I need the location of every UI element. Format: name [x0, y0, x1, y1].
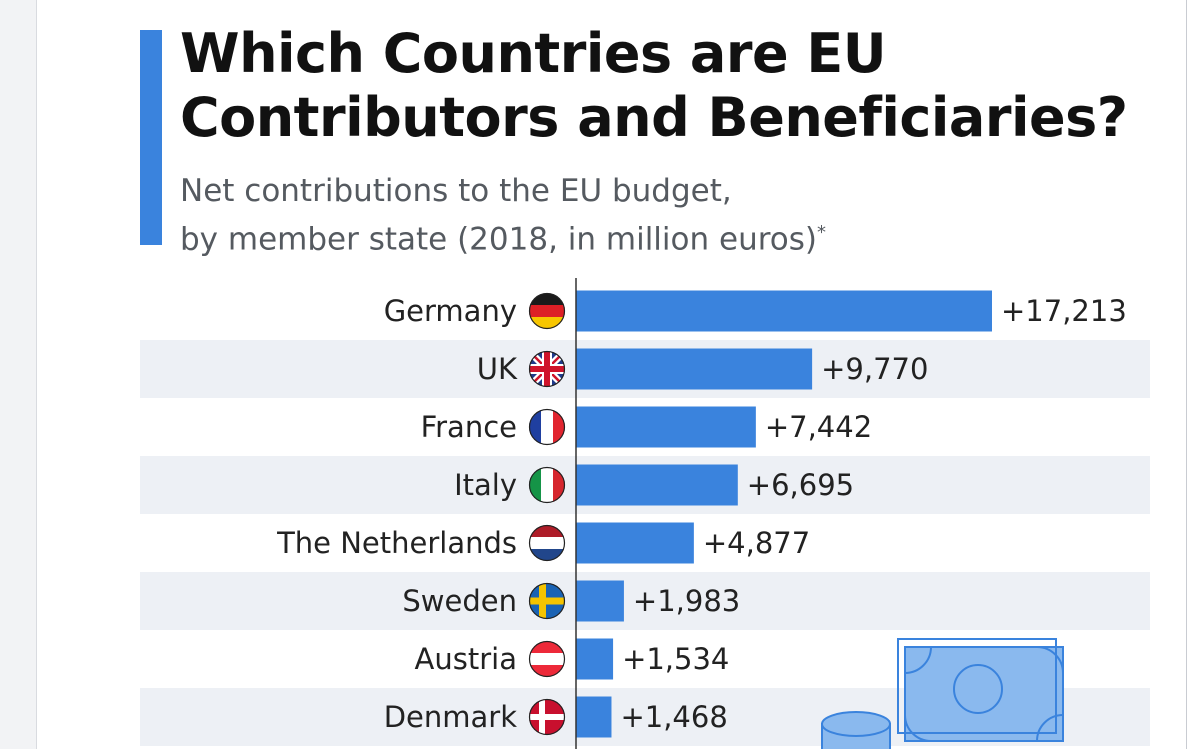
value-label: +6,695 — [747, 468, 854, 502]
flag-netherlands-icon — [528, 524, 566, 562]
value-label: +17,213 — [1001, 294, 1127, 328]
category-label: Austria — [415, 642, 517, 676]
bar-uk — [576, 348, 813, 390]
chart-subtitle-line-1: Net contributions to the EU budget, — [180, 173, 732, 209]
chart-title-line-2: Contributors and Beneficiaries? — [180, 86, 1128, 149]
category-label: UK — [477, 352, 518, 386]
row-stripe — [140, 572, 1150, 630]
value-label: +4,877 — [703, 526, 810, 560]
banknote-icon — [897, 638, 1064, 742]
flag-italy-icon — [528, 466, 566, 504]
coin-stack-icon — [821, 711, 891, 749]
value-label: +7,442 — [765, 410, 872, 444]
value-label: +1,534 — [622, 642, 729, 676]
chart-subtitle: Net contributions to the EU budget, by m… — [180, 170, 1080, 260]
bar-italy — [576, 464, 738, 506]
category-label: Italy — [454, 468, 517, 502]
category-label: Denmark — [384, 700, 517, 734]
chart-title: Which Countries are EU Contributors and … — [180, 22, 1170, 150]
bar-france — [576, 406, 756, 448]
flag-denmark-icon — [528, 698, 566, 736]
flag-austria-icon — [528, 640, 566, 678]
category-label: Germany — [384, 294, 517, 328]
title-accent-bar — [140, 30, 162, 245]
chart-title-line-1: Which Countries are EU — [180, 22, 887, 85]
footnote-mark: * — [817, 222, 826, 243]
value-label: +1,468 — [620, 700, 727, 734]
category-label: The Netherlands — [276, 526, 517, 560]
chart-subtitle-line-2: by member state (2018, in million euros)… — [180, 212, 1080, 260]
flag-france-icon — [528, 408, 566, 446]
bar-germany — [576, 290, 992, 332]
window-edge — [1186, 0, 1200, 749]
bar-sweden — [576, 580, 624, 622]
bar-denmark — [576, 696, 612, 738]
bar-the-netherlands — [576, 522, 694, 564]
flag-uk-icon — [528, 350, 566, 388]
bar-austria — [576, 638, 614, 680]
category-label: France — [421, 410, 517, 444]
category-label: Sweden — [402, 584, 517, 618]
flag-sweden-icon — [528, 582, 566, 620]
value-label: +1,983 — [633, 584, 740, 618]
flag-germany-icon — [528, 292, 566, 330]
chart-subtitle-line-2-text: by member state (2018, in million euros) — [180, 221, 817, 258]
value-label: +9,770 — [821, 352, 928, 386]
